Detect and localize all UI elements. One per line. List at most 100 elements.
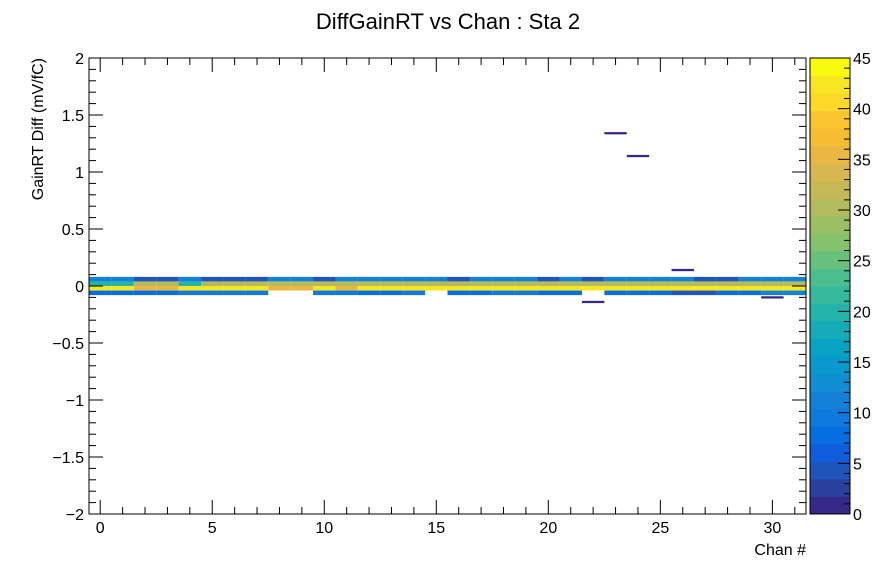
heatmap-cell-r0-c1 bbox=[111, 276, 134, 282]
heatmap-cell-r2-c6 bbox=[223, 286, 246, 291]
heatmap-cell-r1-c9 bbox=[290, 281, 314, 286]
colorbar-tick-label-8: 40 bbox=[853, 102, 871, 119]
colorbar-swatch-12 bbox=[810, 286, 850, 305]
heatmap-cell-r0-c14 bbox=[402, 276, 426, 282]
heatmap-cell-r0-c24 bbox=[626, 276, 650, 282]
colorbar-tick-label-7: 35 bbox=[853, 152, 871, 169]
heatmap-cell-r1-c19 bbox=[514, 281, 538, 286]
x-tick-label-0: 0 bbox=[96, 520, 105, 537]
colorbar-swatch-7 bbox=[810, 373, 850, 392]
outlier-cell-3 bbox=[671, 268, 694, 272]
heatmap-cell-r3-c14 bbox=[402, 290, 426, 296]
heatmap-cell-r3-c21 bbox=[559, 290, 582, 296]
heatmap-cell-r1-c30 bbox=[761, 281, 784, 286]
colorbar-swatch-22 bbox=[810, 110, 850, 129]
heatmap-cell-r3-c19 bbox=[514, 290, 538, 296]
y-tick-label-3: −0.5 bbox=[52, 336, 84, 353]
heatmap-cell-r2-c0 bbox=[89, 286, 112, 291]
outlier-cell-0 bbox=[581, 300, 605, 304]
heatmap-cell-r2-c28 bbox=[716, 286, 739, 291]
heatmap-cell-r3-c18 bbox=[492, 290, 515, 296]
y-axis: −2 −1.5 −1 −0.5 0 0.5 1 1.5 2 bbox=[52, 51, 806, 524]
heatmap-cell-r0-c8 bbox=[268, 276, 291, 282]
heatmap-cell-r2-c15 bbox=[425, 286, 448, 291]
heatmap-cell-r1-c6 bbox=[223, 281, 246, 286]
x-tick-label-5: 25 bbox=[651, 520, 669, 537]
colorbar-swatch-17 bbox=[810, 198, 850, 217]
heatmap-cell-r0-c5 bbox=[201, 276, 224, 282]
colorbar-swatch-21 bbox=[810, 128, 850, 147]
heatmap-cell-r3-c31 bbox=[783, 290, 806, 296]
outlier-cell-1 bbox=[604, 132, 627, 135]
colorbar-swatch-19 bbox=[810, 163, 850, 182]
heatmap-cell-r1-c4 bbox=[178, 281, 202, 286]
heatmap-cell-r3-c6 bbox=[223, 290, 246, 296]
x-tick-label-6: 30 bbox=[763, 520, 781, 537]
heatmap-cell-r1-c16 bbox=[447, 281, 470, 286]
heatmap-cell-r3-c5 bbox=[201, 290, 224, 296]
heatmap-cell-r1-c18 bbox=[492, 281, 515, 286]
heatmap-cell-r2-c25 bbox=[649, 286, 672, 291]
heatmap-cell-r2-c20 bbox=[537, 286, 560, 291]
colorbar-swatch-11 bbox=[810, 303, 850, 322]
heatmap-cell-r0-c29 bbox=[738, 276, 762, 282]
heatmap-cell-r3-c2 bbox=[133, 290, 157, 296]
y-axis-label: GainRT Diff (mV/fC) bbox=[30, 58, 47, 200]
heatmap-cell-r0-c19 bbox=[514, 276, 538, 282]
heatmap-cell-r2-c26 bbox=[671, 286, 694, 291]
heatmap-cell-r3-c29 bbox=[738, 290, 762, 296]
heatmap-cell-r3-c7 bbox=[245, 290, 269, 296]
heatmap-cell-r3-c27 bbox=[693, 290, 717, 296]
y-tick-label-2: −1 bbox=[66, 393, 84, 410]
colorbar-swatch-2 bbox=[810, 461, 850, 480]
heatmap-cell-r2-c27 bbox=[693, 286, 717, 291]
heatmap-cells bbox=[89, 276, 806, 296]
outlier-cells bbox=[581, 132, 784, 304]
heatmap-cell-r1-c17 bbox=[469, 281, 493, 286]
heatmap-cell-r3-c24 bbox=[626, 290, 650, 296]
colorbar-swatch-6 bbox=[810, 391, 850, 410]
heatmap-cell-r3-c4 bbox=[178, 290, 202, 296]
y-tick-label-8: 2 bbox=[75, 51, 84, 68]
heatmap-cell-r3-c13 bbox=[380, 290, 403, 296]
heatmap-cell-r3-c28 bbox=[716, 290, 739, 296]
heatmap-cell-r0-c31 bbox=[783, 276, 806, 282]
heatmap-cell-r0-c21 bbox=[559, 276, 582, 282]
heatmap-cell-r2-c16 bbox=[447, 286, 470, 291]
heatmap-cell-r1-c0 bbox=[89, 281, 112, 286]
heatmap-cell-r0-c20 bbox=[537, 276, 560, 282]
heatmap-cell-r0-c7 bbox=[245, 276, 269, 282]
colorbar-swatch-9 bbox=[810, 338, 850, 357]
heatmap-cell-r0-c27 bbox=[693, 276, 717, 282]
heatmap-cell-r2-c22 bbox=[581, 286, 605, 291]
colorbar-swatch-16 bbox=[810, 215, 850, 234]
heatmap-cell-r0-c30 bbox=[761, 276, 784, 282]
heatmap-cell-r1-c31 bbox=[783, 281, 806, 286]
heatmap-cell-r3-c17 bbox=[469, 290, 493, 296]
x-axis: 0 5 10 15 20 25 30 bbox=[96, 58, 796, 537]
heatmap-cell-r1-c20 bbox=[537, 281, 560, 286]
heatmap-cell-r3-c23 bbox=[604, 290, 627, 296]
heatmap-cell-r1-c2 bbox=[133, 281, 157, 286]
colorbar-swatch-15 bbox=[810, 233, 850, 252]
heatmap-cell-r2-c13 bbox=[380, 286, 403, 291]
colorbar-swatch-1 bbox=[810, 478, 850, 497]
heatmap-cell-r3-c10 bbox=[313, 290, 336, 296]
heatmap-cell-r2-c24 bbox=[626, 286, 650, 291]
y-tick-label-0: −2 bbox=[66, 507, 84, 524]
heatmap-cell-r2-c17 bbox=[469, 286, 493, 291]
heatmap-cell-r2-c2 bbox=[133, 286, 157, 291]
heatmap-cell-r0-c0 bbox=[89, 276, 112, 282]
heatmap-cell-r1-c24 bbox=[626, 281, 650, 286]
heatmap-cell-r3-c12 bbox=[357, 290, 381, 296]
heatmap-cell-r0-c12 bbox=[357, 276, 381, 282]
heatmap-cell-r2-c7 bbox=[245, 286, 269, 291]
colorbar-tick-label-5: 25 bbox=[853, 254, 871, 271]
heatmap-cell-r2-c3 bbox=[156, 286, 179, 291]
heatmap-cell-r3-c30 bbox=[761, 290, 784, 296]
heatmap-cell-r1-c25 bbox=[649, 281, 672, 286]
x-tick-label-1: 5 bbox=[208, 520, 217, 537]
heatmap-cell-r2-c30 bbox=[761, 286, 784, 291]
y-tick-label-7: 1.5 bbox=[62, 108, 84, 125]
heatmap-cell-r0-c6 bbox=[223, 276, 246, 282]
